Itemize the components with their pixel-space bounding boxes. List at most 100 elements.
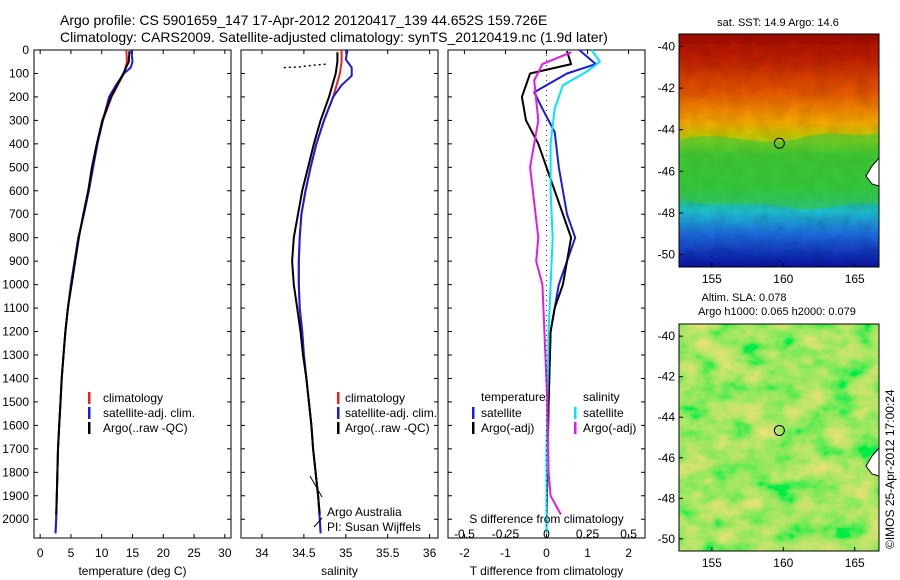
legend-swatch-argo <box>88 422 91 434</box>
coastline-new-zealand <box>865 447 879 477</box>
y-tick-label: 1600 <box>2 418 29 432</box>
s-tick-label: -0.5 <box>454 527 475 541</box>
legend-title-temperature: temperature <box>481 390 546 404</box>
y-tick-label: 1300 <box>2 348 29 362</box>
legend-swatch-satellite <box>337 407 340 419</box>
x-tick-label: 2 <box>625 546 632 560</box>
sst-map: sat. SST: 14.9 Argo: 14.6 155 160 165 -40 -4… <box>658 17 880 286</box>
s-tick-label: -0.25 <box>492 527 520 541</box>
lat-tick-label: -50 <box>658 248 676 262</box>
sst-map-title: sat. SST: 14.9 Argo: 14.6 <box>717 17 839 29</box>
s-tick-label: 0.5 <box>620 527 637 541</box>
lon-tick-label: 155 <box>702 272 722 286</box>
y-tick-label: 1800 <box>2 465 29 479</box>
y-tick-label: 600 <box>9 184 29 198</box>
sla-map-title-line-1: Altim. SLA: 0.078 <box>702 292 787 304</box>
s-difference-axis-label: S difference from climatology <box>469 512 624 526</box>
y-tick-label: 700 <box>9 207 29 221</box>
legend-swatch-climatology <box>337 392 340 404</box>
y-tick-label: 1500 <box>2 395 29 409</box>
plot-frame <box>240 49 439 539</box>
lat-tick-label: -48 <box>658 206 676 220</box>
series-line-argo-surface-samples <box>283 63 328 69</box>
s-tick-label: 0.25 <box>576 527 600 541</box>
lat-tick-label: -46 <box>658 451 676 465</box>
y-tick-label: 100 <box>9 66 29 80</box>
legend-label-t-satellite: satellite <box>481 406 522 420</box>
temperature-profile-panel: 0100200300400500600700800900100011001200… <box>2 43 232 560</box>
salinity-axis-label: salinity <box>321 564 358 578</box>
series-line-s-argo-adj- <box>529 51 572 515</box>
legend-swatch-s-argo <box>574 422 577 434</box>
x-tick-label: 0 <box>543 546 550 560</box>
legend-swatch-t-satellite <box>472 407 475 419</box>
lon-tick-label: 160 <box>773 556 793 570</box>
header-line-1: Argo profile: CS 5901659_147 17-Apr-2012… <box>60 12 547 28</box>
legend-label-argo: Argo(..raw -QC) <box>103 421 188 435</box>
legend-title-salinity: salinity <box>583 390 620 404</box>
temperature-axis-label: temperature (deg C) <box>78 564 186 578</box>
x-tick-label: 5 <box>68 546 75 560</box>
y-tick-label: 1900 <box>2 489 29 503</box>
x-tick-label: 30 <box>218 546 232 560</box>
y-tick-label: 1000 <box>2 278 29 292</box>
imos-timestamp: ©IMOS 25-Apr-2012 17:00:24 <box>883 389 897 549</box>
argo-location-marker <box>773 424 785 436</box>
y-tick-label: 800 <box>9 231 29 245</box>
y-tick-label: 500 <box>9 160 29 174</box>
y-tick-label: 200 <box>9 90 29 104</box>
y-tick-label: 400 <box>9 137 29 151</box>
lat-tick-label: -42 <box>658 81 676 95</box>
x-tick-label: 35 <box>339 546 353 560</box>
annotation-line-1: Argo Australia <box>327 505 402 519</box>
x-tick-label: 25 <box>187 546 201 560</box>
y-tick-label: 1700 <box>2 442 29 456</box>
s-tick-label: 0 <box>543 527 550 541</box>
lon-tick-label: 160 <box>773 272 793 286</box>
lat-tick-label: -48 <box>658 491 676 505</box>
lat-tick-label: -40 <box>658 39 676 53</box>
sla-field <box>679 324 879 551</box>
legend-label-t-argo: Argo(-adj) <box>481 421 534 435</box>
lat-tick-label: -44 <box>658 123 676 137</box>
lon-tick-label: 155 <box>702 556 722 570</box>
legend-label-satellite: satellite-adj. clim. <box>103 406 195 420</box>
annotation-leader-line <box>313 517 323 528</box>
sla-map-title-line-2: Argo h1000: 0.065 h2000: 0.079 <box>698 306 856 318</box>
salinity-profile-panel: 34 34.5 35 35.5 36 <box>240 49 439 560</box>
lat-tick-label: -42 <box>658 370 676 384</box>
lat-tick-label: -44 <box>658 410 676 424</box>
legend-label-argo: Argo(..raw -QC) <box>345 421 430 435</box>
x-tick-label: 35.5 <box>376 546 400 560</box>
legend-label-climatology: climatology <box>103 391 163 405</box>
y-tick-label: 1400 <box>2 371 29 385</box>
sla-map-frame <box>678 323 880 552</box>
difference-profile-panel: -2 -1 0 1 2 -0.5 -0.25 0 0.25 0.5 <box>447 49 646 560</box>
x-tick-label: 0 <box>37 546 44 560</box>
lat-tick-label: -40 <box>658 329 676 343</box>
difference-legend: temperature salinity satellite Argo(-adj… <box>472 390 636 435</box>
argo-location-marker <box>773 137 785 149</box>
x-tick-label: 15 <box>126 546 140 560</box>
legend-swatch-s-satellite <box>574 407 577 419</box>
legend-swatch-satellite <box>88 407 91 419</box>
sla-map: Altim. SLA: 0.078 Argo h1000: 0.065 h200… <box>658 292 880 570</box>
sst-map-frame <box>678 33 880 268</box>
lat-tick-label: -46 <box>658 164 676 178</box>
x-tick-label: 1 <box>584 546 591 560</box>
series-line-t-argo-adj- <box>520 50 573 515</box>
y-tick-label: 0 <box>22 43 29 57</box>
x-tick-label: -2 <box>459 546 470 560</box>
salinity-legend: climatology satellite-adj. clim. Argo(..… <box>337 391 437 435</box>
x-tick-label: 20 <box>157 546 171 560</box>
sst-green-band <box>679 132 879 210</box>
x-tick-label: 36 <box>423 546 437 560</box>
annotation-leader-line <box>309 475 323 498</box>
legend-label-satellite: satellite-adj. clim. <box>345 406 437 420</box>
legend-swatch-argo <box>337 422 340 434</box>
plot-frame <box>33 49 232 539</box>
legend-label-s-satellite: satellite <box>583 406 624 420</box>
argo-australia-annotation: Argo Australia PI: Susan Wijffels <box>309 475 421 534</box>
legend-label-s-argo: Argo(-adj) <box>583 421 636 435</box>
